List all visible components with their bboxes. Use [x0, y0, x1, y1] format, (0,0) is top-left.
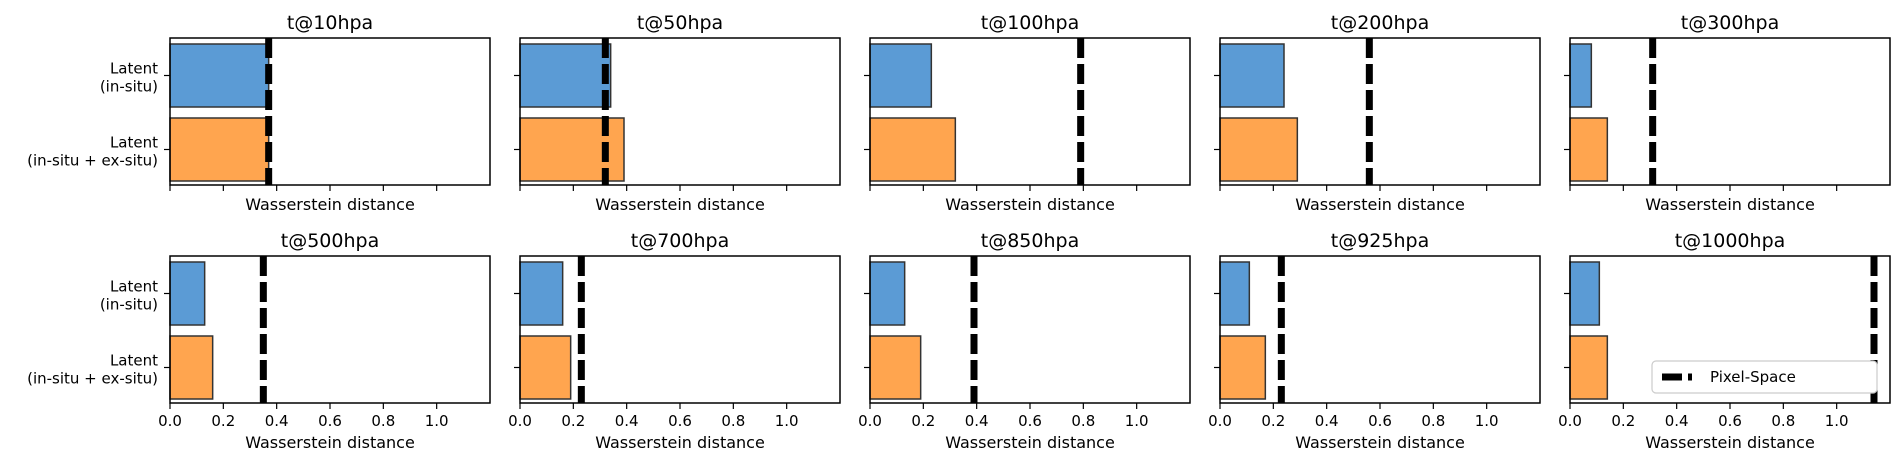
- bar-in-situ: [1219, 261, 1251, 326]
- x-tick-label: 0.0: [858, 412, 882, 430]
- x-tick-label: 0.6: [1368, 412, 1392, 430]
- x-tick-label: 0.4: [265, 412, 289, 430]
- x-axis-label: Wasserstein distance: [595, 195, 765, 214]
- x-tick-label: 0.6: [318, 412, 342, 430]
- x-tick-label: 1.0: [775, 412, 799, 430]
- x-tick-label: 0.6: [668, 412, 692, 430]
- y-tick-label: Latent (in-situ): [100, 60, 158, 96]
- panel-3: t@100hpa Wasserstein distance: [864, 12, 1191, 214]
- axes-frame: [1219, 255, 1541, 404]
- panel-title: t@925hpa: [1331, 230, 1429, 252]
- bar-in-situ: [1219, 43, 1285, 108]
- bar-in-situ: [169, 261, 206, 326]
- panel-9: t@925hpa 0.0 0.2 0.4 0.6 0.8 1.0 Wasserstein di…: [1208, 230, 1541, 452]
- x-tick-label: 0.2: [211, 412, 235, 430]
- panel-title: t@50hpa: [637, 12, 723, 34]
- axes-frame: [169, 255, 491, 404]
- y-tick-label: Latent (in-situ + ex-situ): [27, 134, 158, 170]
- bar-in-situ: [519, 43, 612, 108]
- bar-in-situ-ex-situ: [169, 335, 214, 400]
- bar-in-situ-ex-situ: [519, 335, 572, 400]
- x-tick-label: 0.0: [158, 412, 182, 430]
- x-axis-label: Wasserstein distance: [1645, 433, 1815, 452]
- x-tick-label: 0.0: [508, 412, 532, 430]
- x-tick-label: 0.4: [615, 412, 639, 430]
- panel-title: t@10hpa: [287, 12, 373, 34]
- y-tick-label: Latent (in-situ + ex-situ): [27, 352, 158, 388]
- x-tick-label: 0.0: [1558, 412, 1582, 430]
- x-tick-label: 0.2: [911, 412, 935, 430]
- x-axis-label: Wasserstein distance: [245, 195, 415, 214]
- x-axis-label: Wasserstein distance: [595, 433, 765, 452]
- x-tick-label: 1.0: [1825, 412, 1849, 430]
- bar-in-situ: [1569, 43, 1593, 108]
- panel-title: t@850hpa: [981, 230, 1079, 252]
- bar-in-situ-ex-situ: [1219, 335, 1267, 400]
- panel-5: t@300hpa Wasserstein distance: [1564, 12, 1891, 214]
- panel-title: t@200hpa: [1331, 12, 1429, 34]
- x-tick-label: 1.0: [425, 412, 449, 430]
- x-tick-label: 0.8: [371, 412, 395, 430]
- x-axis-label: Wasserstein distance: [1295, 195, 1465, 214]
- bar-in-situ: [169, 43, 270, 108]
- x-tick-label: 0.0: [1208, 412, 1232, 430]
- legend-label: Pixel-Space: [1710, 368, 1796, 386]
- x-axis-label: Wasserstein distance: [945, 433, 1115, 452]
- panel-6: t@500hpa Latent (in-situ) Latent (in-situ + …: [27, 230, 491, 452]
- bar-in-situ-ex-situ: [1569, 335, 1609, 400]
- x-tick-label: 0.6: [1018, 412, 1042, 430]
- bar-in-situ-ex-situ: [1219, 117, 1299, 182]
- x-tick-label: 0.8: [1771, 412, 1795, 430]
- x-tick-label: 0.2: [561, 412, 585, 430]
- legend: Pixel-Space: [1651, 360, 1878, 394]
- x-tick-label: 0.4: [965, 412, 989, 430]
- x-tick-label: 0.4: [1315, 412, 1339, 430]
- x-tick-label: 1.0: [1475, 412, 1499, 430]
- panel-title: t@300hpa: [1681, 12, 1779, 34]
- x-axis-label: Wasserstein distance: [1295, 433, 1465, 452]
- panel-8: t@850hpa 0.0 0.2 0.4 0.6 0.8 1.0 Wasserstein di…: [858, 230, 1191, 452]
- bar-in-situ: [869, 261, 906, 326]
- x-tick-label: 0.8: [1421, 412, 1445, 430]
- bar-in-situ-ex-situ: [169, 117, 270, 182]
- panel-title: t@1000hpa: [1675, 230, 1786, 252]
- bar-in-situ: [869, 43, 933, 108]
- bar-in-situ-ex-situ: [869, 117, 957, 182]
- x-tick-label: 0.6: [1718, 412, 1742, 430]
- x-tick-label: 0.8: [721, 412, 745, 430]
- panel-1: t@10hpa Latent (in-situ) Latent (in-situ + e…: [27, 12, 491, 214]
- bar-in-situ: [1569, 261, 1601, 326]
- axes-frame: [1569, 37, 1891, 186]
- x-axis-label: Wasserstein distance: [1645, 195, 1815, 214]
- x-tick-label: 0.8: [1071, 412, 1095, 430]
- panel-title: t@700hpa: [631, 230, 729, 252]
- panel-2: t@50hpa Wasserstein distance: [514, 12, 841, 214]
- panel-10: t@1000hpa 0.0 0.2 0.4 0.6 0.8 1.0 Wasserstein d…: [1558, 230, 1891, 452]
- panel-title: t@100hpa: [981, 12, 1079, 34]
- x-axis-label: Wasserstein distance: [945, 195, 1115, 214]
- x-tick-label: 1.0: [1125, 412, 1149, 430]
- bar-in-situ-ex-situ: [1569, 117, 1609, 182]
- x-axis-label: Wasserstein distance: [245, 433, 415, 452]
- x-tick-label: 0.2: [1611, 412, 1635, 430]
- bar-in-situ-ex-situ: [869, 335, 922, 400]
- x-tick-label: 0.4: [1665, 412, 1689, 430]
- y-tick-label: Latent (in-situ): [100, 278, 158, 314]
- bar-in-situ: [519, 261, 564, 326]
- legend-box: [1651, 360, 1878, 394]
- panel-4: t@200hpa Wasserstein distance: [1214, 12, 1541, 214]
- panel-7: t@700hpa 0.0 0.2 0.4 0.6 0.8 1.0 Wasserstein di…: [508, 230, 841, 452]
- x-tick-label: 0.2: [1261, 412, 1285, 430]
- panel-title: t@500hpa: [281, 230, 379, 252]
